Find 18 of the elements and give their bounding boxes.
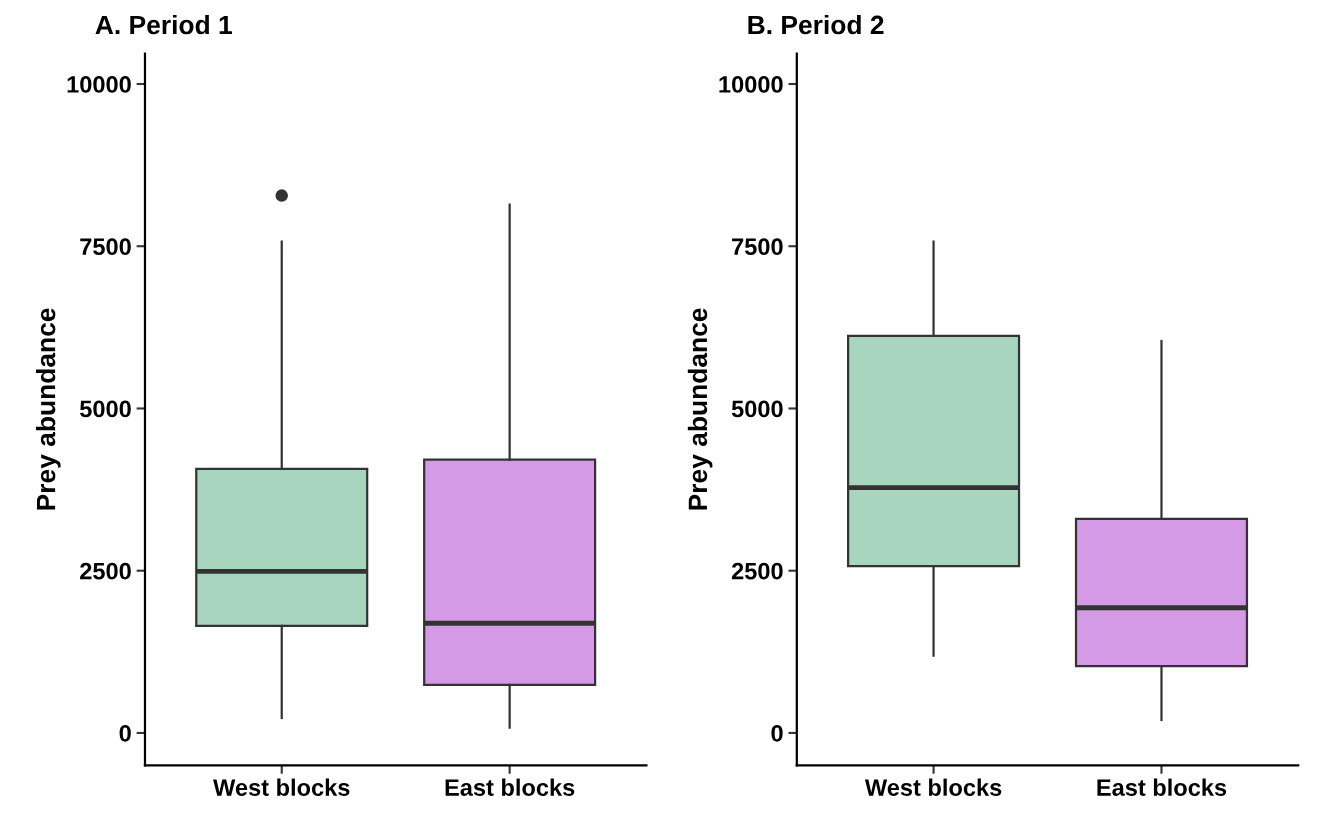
y-axis-title: Prey abundance — [35, 308, 61, 510]
y-tick-label: 2500 — [80, 562, 131, 580]
y-tick-label: 0 — [771, 725, 783, 742]
y-tick-label: 10000 — [67, 76, 131, 93]
y-tick-label: 0 — [119, 725, 131, 742]
chart-title: A. Period 1 — [95, 14, 232, 35]
x-tick-label: West blocks — [213, 778, 350, 796]
y-tick-label: 5000 — [79, 400, 131, 418]
y-tick-label: 7500 — [80, 238, 131, 256]
y-tick-label: 5000 — [731, 400, 783, 418]
y-tick-label: 7500 — [732, 238, 783, 256]
y-axis-title: Prey abundance — [687, 308, 713, 510]
x-tick-label: East blocks — [1097, 778, 1227, 796]
x-tick-label: West blocks — [864, 778, 1002, 796]
y-tick-label: 10000 — [719, 76, 783, 93]
y-tick-label: 2500 — [731, 562, 783, 580]
chart-title: B. Period 2 — [748, 14, 884, 35]
x-tick-label: East blocks — [445, 778, 575, 796]
